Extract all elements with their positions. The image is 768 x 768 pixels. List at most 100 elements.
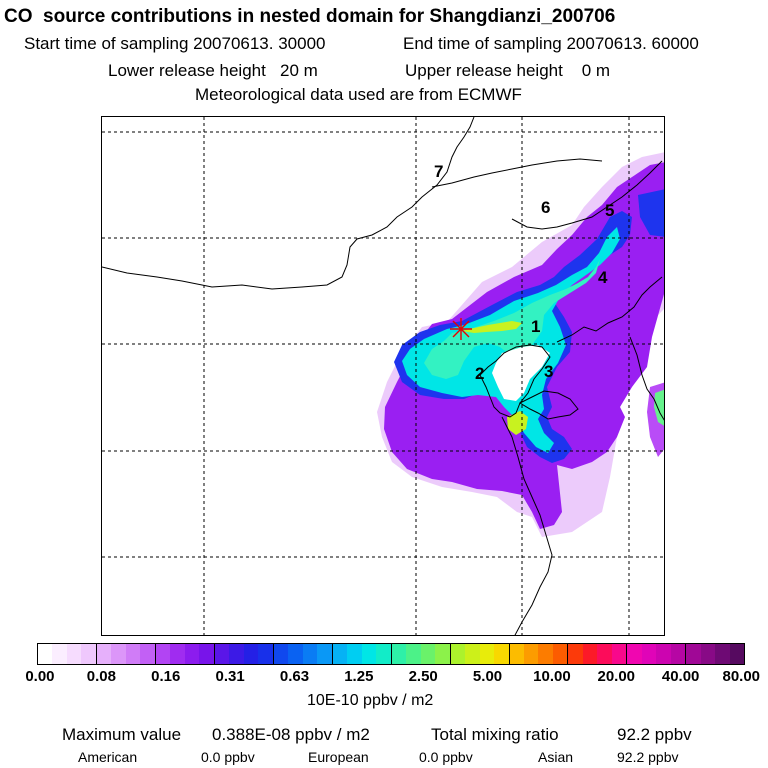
total-mixing-label: Total mixing ratio: [431, 725, 559, 744]
sampling-end-label: End time of sampling 20070613. 60000: [403, 34, 699, 53]
american-label: American: [78, 749, 138, 765]
colorbar-segment: [391, 644, 407, 664]
border-northeast: [431, 158, 603, 188]
colorbar-segment: [258, 644, 274, 664]
region-label-1: 1: [531, 317, 540, 336]
colorbar-segment: [450, 644, 466, 664]
european-value: 0.0 ppbv: [419, 749, 473, 765]
colorbar-segment: [479, 644, 495, 664]
colorbar-segment: [155, 644, 171, 664]
receptor-ray-4: [452, 320, 470, 338]
colorbar-segment: [611, 644, 628, 664]
max-value: 0.388E-08 ppbv / m2: [212, 725, 370, 744]
max-value-label: Maximum value: [62, 725, 182, 744]
plume-yellow-core: [462, 321, 522, 333]
colorbar-segment: [361, 644, 377, 664]
colorbar-tick-label: 0.16: [151, 668, 181, 685]
border-north: [102, 117, 475, 290]
colorbar-segment: [302, 644, 318, 664]
coast-liaodong: [556, 276, 663, 343]
region-labels: 1 2 3 4 5 6 7: [434, 162, 614, 383]
colorbar-segment: [538, 644, 553, 664]
coast-south: [501, 416, 553, 635]
region-label-5: 5: [605, 201, 614, 220]
colorbar-segment: [552, 644, 569, 664]
colorbar-segment: [273, 644, 289, 664]
colorbar-tick-label: 5.00: [472, 668, 503, 685]
colorbar-segment: [435, 644, 451, 664]
colorbar-segment: [52, 644, 67, 664]
colorbar-tick-label: 0.31: [215, 668, 245, 685]
colorbar-segment: [700, 644, 716, 664]
colorbar-segment: [376, 644, 392, 664]
colorbar-segment: [686, 644, 701, 664]
colorbar-segment: [627, 644, 642, 664]
plume-northeast-block: [638, 189, 664, 237]
bay-water: [492, 345, 550, 401]
chart-title: CO source contributions in nested domain…: [4, 6, 616, 27]
region-label-3: 3: [544, 362, 553, 381]
colorbar-segment: [38, 644, 53, 664]
colorbar-segment: [670, 644, 687, 664]
colorbar-segment: [494, 644, 510, 664]
colorbar-segment: [125, 644, 141, 664]
colorbar-segment: [199, 644, 215, 664]
total-mixing-value: 92.2 ppbv: [617, 725, 692, 744]
met-data-label: Meteorological data used are from ECMWF: [195, 85, 522, 104]
map-canvas: 1 2 3 4 5 6 7: [102, 117, 664, 635]
colorbar-segment: [184, 644, 200, 664]
colorbar-tick-label: 2.50: [408, 668, 438, 685]
european-label: European: [308, 749, 369, 765]
colorbar-segment: [641, 644, 657, 664]
colorbar: [37, 643, 745, 665]
upper-release-label: Upper release height 0 m: [405, 61, 611, 80]
colorbar-tick-label: 0.00: [25, 668, 55, 685]
colorbar-tick-label: 1.25: [344, 668, 374, 685]
plume-outer: [377, 152, 664, 537]
colorbar-segment: [582, 644, 598, 664]
plume-green: [424, 259, 600, 379]
coastlines: [102, 117, 664, 635]
coast-korea: [629, 336, 664, 421]
lower-release-label: Lower release height 20 m: [108, 61, 318, 80]
plume-east-patch-inner: [654, 389, 664, 426]
colorbar-tick-label: 0.08: [86, 668, 116, 685]
sampling-start-label: Start time of sampling 20070613. 30000: [24, 34, 326, 53]
border-east: [511, 160, 663, 230]
colorbar-segment: [317, 644, 333, 664]
coast-bohai: [479, 344, 551, 418]
colorbar-segment: [332, 644, 348, 664]
colorbar-segment: [214, 644, 230, 664]
colorbar-tick-label: 10.00: [533, 668, 571, 685]
colorbar-segment: [140, 644, 156, 664]
colorbar-segment: [406, 644, 421, 664]
colorbar-segment: [288, 644, 303, 664]
colorbar-segment: [96, 644, 112, 664]
colorbar-segment: [715, 644, 730, 664]
colorbar-segment: [170, 644, 185, 664]
colorbar-segment: [420, 644, 436, 664]
colorbar-segment: [229, 644, 244, 664]
colorbar-segment: [509, 644, 524, 664]
region-label-7: 7: [434, 162, 443, 181]
map-panel: 1 2 3 4 5 6 7: [101, 116, 665, 636]
colorbar-segment: [81, 644, 97, 664]
colorbar-tick-label: 20.00: [597, 668, 636, 685]
region-label-2: 2: [475, 364, 484, 383]
coast-shandong: [518, 390, 579, 420]
asian-label: Asian: [538, 749, 574, 765]
receptor-marker: [450, 318, 472, 340]
region-label-6: 6: [541, 198, 550, 217]
colorbar-tick-label: 40.00: [661, 668, 700, 685]
colorbar-segment: [243, 644, 259, 664]
colorbar-segment: [656, 644, 671, 664]
plume-yellow-east: [507, 411, 528, 435]
colorbar-tick-label: 80.00: [722, 668, 761, 685]
colorbar-segment: [111, 644, 126, 664]
asian-value: 92.2 ppbv: [617, 749, 679, 765]
colorbar-segment: [523, 644, 539, 664]
colorbar-segment: [568, 644, 583, 664]
colorbar-unit: 10E-10 ppbv / m2: [307, 692, 434, 709]
colorbar-segment: [66, 644, 82, 664]
colorbar-tick-label: 0.63: [279, 668, 310, 685]
